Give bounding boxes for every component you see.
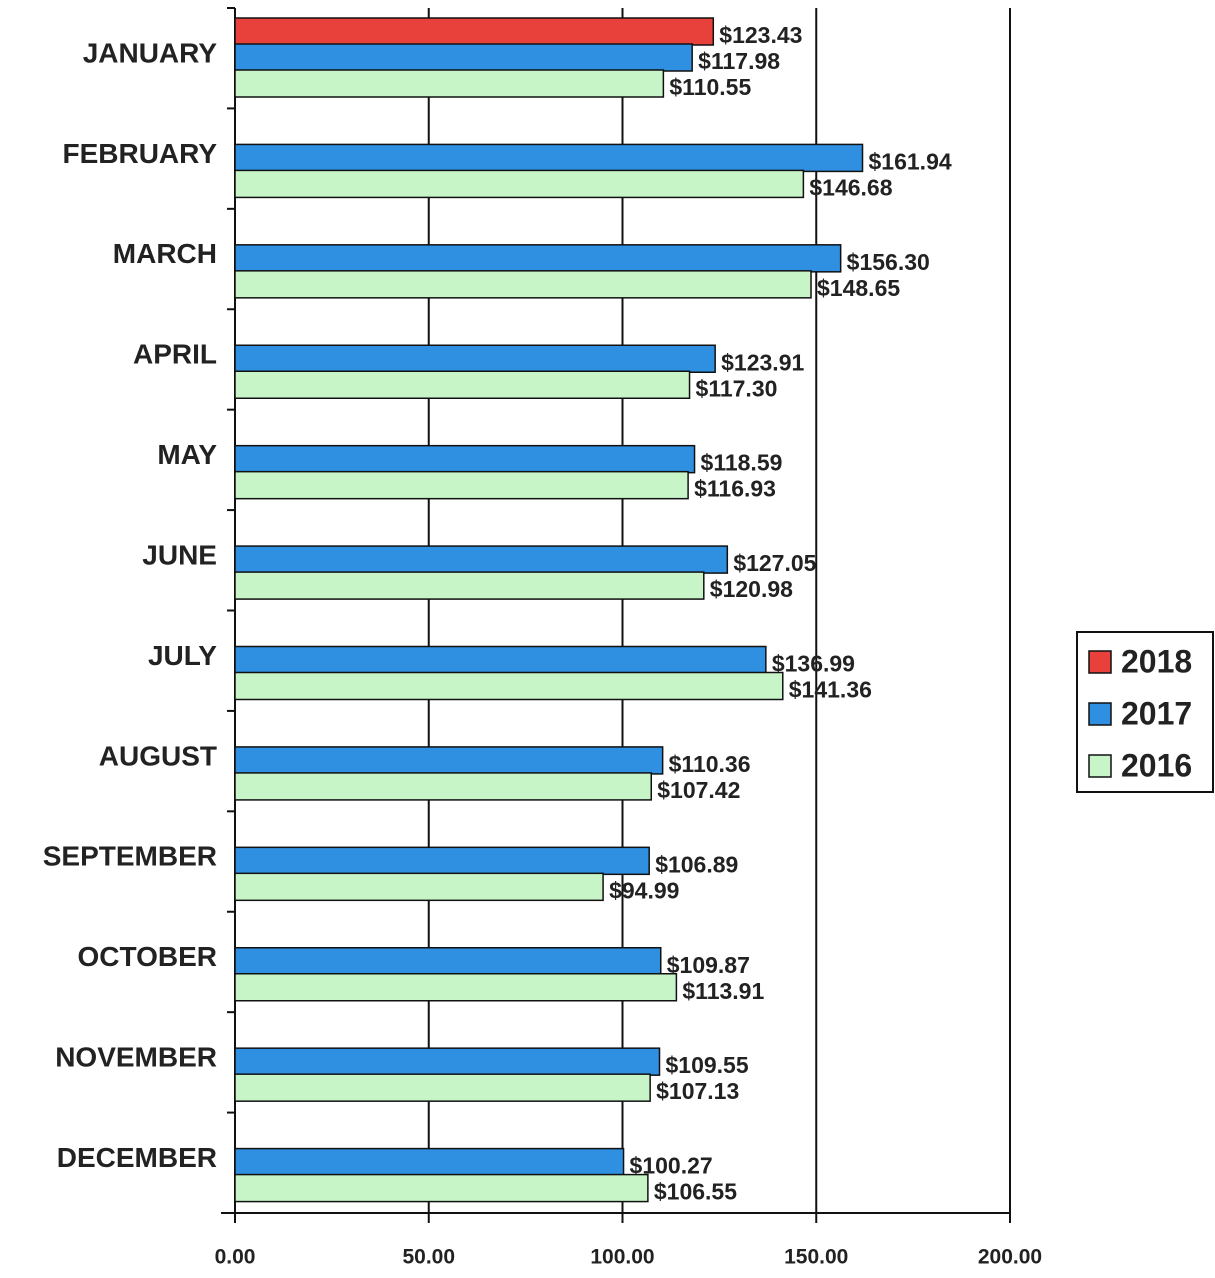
bar xyxy=(234,872,604,902)
value-label: $117.30 xyxy=(696,375,778,401)
value-label: $107.13 xyxy=(656,1078,739,1104)
bar xyxy=(234,169,805,199)
value-label: $94.99 xyxy=(609,877,679,903)
bar xyxy=(234,270,812,299)
x-tick-label: 200.00 xyxy=(978,1246,1042,1269)
value-label: $156.30 xyxy=(847,249,930,275)
value-label: $146.68 xyxy=(809,174,892,200)
x-tick-label: 100.00 xyxy=(590,1246,654,1269)
value-label: $123.43 xyxy=(719,22,802,48)
bar xyxy=(234,1047,661,1076)
value-label: $148.65 xyxy=(817,275,900,301)
bar xyxy=(234,143,864,173)
legend-label: 2016 xyxy=(1121,747,1192,783)
value-label: $123.91 xyxy=(721,349,804,375)
bar xyxy=(234,69,665,98)
bar xyxy=(234,571,705,600)
bar xyxy=(234,671,784,701)
value-label: $110.36 xyxy=(669,751,751,777)
value-label: $116.93 xyxy=(694,476,776,502)
value-label: $120.98 xyxy=(710,576,793,602)
bar xyxy=(234,545,729,574)
legend-label: 2018 xyxy=(1121,643,1192,679)
y-tick-label: DECEMBER xyxy=(57,1142,217,1173)
y-tick-label: FEBRUARY xyxy=(62,138,217,169)
value-label: $136.99 xyxy=(772,651,855,677)
bar xyxy=(234,370,691,399)
y-tick-label: OCTOBER xyxy=(78,941,218,972)
legend-label: 2017 xyxy=(1121,695,1192,731)
y-tick-label: JUNE xyxy=(142,539,217,570)
bar xyxy=(234,846,650,876)
bar xyxy=(234,947,662,976)
x-tick-label: 50.00 xyxy=(402,1246,455,1269)
y-tick-label: JULY xyxy=(148,640,217,671)
value-label: $117.98 xyxy=(698,48,780,74)
bar xyxy=(234,344,716,373)
y-tick-label: NOVEMBER xyxy=(55,1042,217,1073)
bar xyxy=(234,1173,649,1203)
bar xyxy=(234,43,693,72)
value-label: $118.59 xyxy=(701,450,783,476)
bar xyxy=(234,1147,625,1177)
legend-swatch xyxy=(1088,702,1112,726)
legend-swatch xyxy=(1088,754,1112,778)
value-label: $127.05 xyxy=(733,550,816,576)
y-tick-label: SEPTEMBER xyxy=(43,841,217,872)
bar xyxy=(234,444,696,474)
bar xyxy=(234,17,715,46)
y-tick-label: MARCH xyxy=(113,238,217,269)
value-label: $109.87 xyxy=(667,952,750,978)
bar xyxy=(234,973,678,1002)
bar xyxy=(234,244,842,273)
value-label: $161.94 xyxy=(869,148,952,174)
bar xyxy=(234,772,653,801)
x-tick-label: 150.00 xyxy=(784,1246,848,1269)
bar xyxy=(234,1073,651,1102)
y-tick-label: JANUARY xyxy=(83,37,218,68)
value-label: $106.55 xyxy=(654,1179,737,1205)
value-label: $141.36 xyxy=(789,677,872,703)
value-label: $107.42 xyxy=(657,777,740,803)
value-label: $110.55 xyxy=(669,74,751,100)
bar xyxy=(234,470,689,500)
x-tick-label: 0.00 xyxy=(215,1246,256,1269)
value-label: $106.89 xyxy=(655,851,738,877)
y-tick-label: APRIL xyxy=(133,339,217,370)
legend-swatch xyxy=(1088,650,1112,674)
value-label: $109.55 xyxy=(666,1052,749,1078)
bar xyxy=(234,645,767,675)
bar xyxy=(234,746,664,775)
y-tick-label: AUGUST xyxy=(99,740,217,771)
y-tick-label: MAY xyxy=(157,439,217,470)
value-label: $113.91 xyxy=(682,978,764,1004)
